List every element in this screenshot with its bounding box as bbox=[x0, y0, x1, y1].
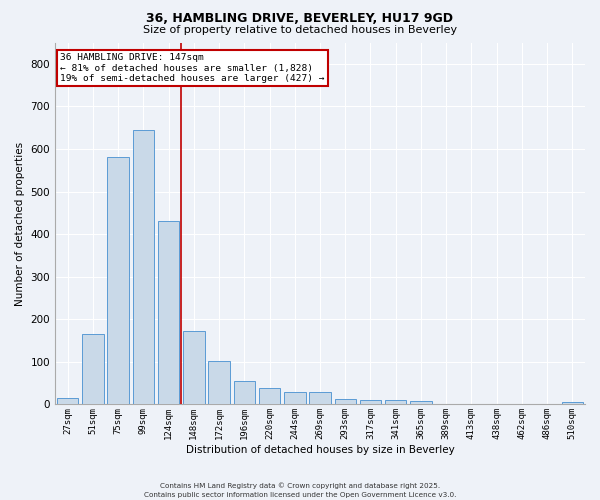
Bar bbox=[410, 401, 431, 404]
Y-axis label: Number of detached properties: Number of detached properties bbox=[15, 142, 25, 306]
Bar bbox=[57, 398, 79, 404]
Text: Size of property relative to detached houses in Beverley: Size of property relative to detached ho… bbox=[143, 25, 457, 35]
Bar bbox=[309, 392, 331, 404]
Text: 36 HAMBLING DRIVE: 147sqm
← 81% of detached houses are smaller (1,828)
19% of se: 36 HAMBLING DRIVE: 147sqm ← 81% of detac… bbox=[61, 54, 325, 83]
Bar bbox=[562, 402, 583, 404]
Bar bbox=[233, 381, 255, 404]
X-axis label: Distribution of detached houses by size in Beverley: Distribution of detached houses by size … bbox=[185, 445, 454, 455]
Bar bbox=[259, 388, 280, 404]
Bar bbox=[208, 360, 230, 405]
Bar bbox=[385, 400, 406, 404]
Bar bbox=[183, 331, 205, 404]
Bar bbox=[158, 222, 179, 404]
Text: 36, HAMBLING DRIVE, BEVERLEY, HU17 9GD: 36, HAMBLING DRIVE, BEVERLEY, HU17 9GD bbox=[146, 12, 454, 26]
Text: Contains public sector information licensed under the Open Government Licence v3: Contains public sector information licen… bbox=[144, 492, 456, 498]
Bar bbox=[133, 130, 154, 404]
Bar bbox=[107, 158, 129, 404]
Bar bbox=[82, 334, 104, 404]
Bar bbox=[335, 400, 356, 404]
Bar bbox=[284, 392, 305, 404]
Bar bbox=[360, 400, 381, 404]
Text: Contains HM Land Registry data © Crown copyright and database right 2025.: Contains HM Land Registry data © Crown c… bbox=[160, 482, 440, 489]
